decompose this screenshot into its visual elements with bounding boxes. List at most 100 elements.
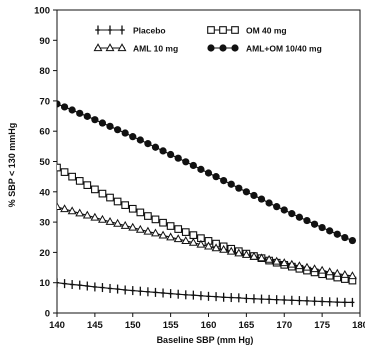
data-point-circle (151, 143, 160, 151)
y-axis-title: % SBP < 130 mmHg (7, 123, 17, 208)
legend-item-aml-om-10-40-mg: AML+OM 10/40 mg (207, 44, 322, 54)
x-tick-label: 150 (125, 320, 141, 331)
data-point-triangle (120, 220, 130, 229)
data-point-triangle (181, 236, 191, 244)
data-point-circle (76, 109, 84, 117)
data-point-triangle (302, 262, 312, 271)
data-point-circle (189, 161, 197, 170)
data-point-square (151, 215, 160, 224)
x-tick-label: 180 (352, 320, 365, 331)
y-tick-label: 30 (39, 218, 50, 229)
legend-label: AML 10 mg (133, 44, 178, 54)
data-point-triangle (340, 270, 350, 278)
data-point-circle (250, 191, 258, 200)
data-point-triangle (249, 251, 259, 260)
series-layer (57, 100, 357, 307)
data-point-circle (326, 227, 334, 235)
data-point-circle (91, 116, 99, 124)
data-point-circle (235, 184, 243, 192)
data-point-circle (242, 188, 250, 196)
data-point-square (219, 26, 227, 34)
data-point-square (159, 218, 167, 227)
data-point-circle (167, 150, 175, 159)
data-point-triangle (211, 243, 221, 252)
data-point-circle (212, 173, 220, 181)
data-point-triangle (226, 246, 236, 255)
data-point-triangle (188, 237, 198, 246)
data-point-circle (197, 165, 205, 173)
legend-label: AML+OM 10/40 mg (246, 44, 322, 54)
y-tick-label: 50 (39, 157, 50, 168)
data-point-square (106, 193, 114, 202)
x-tick-label: 155 (163, 320, 180, 331)
data-point-circle (265, 199, 273, 207)
data-point-square (68, 172, 76, 181)
data-point-triangle (317, 265, 327, 274)
data-point-triangle (67, 206, 77, 215)
data-point-circle (57, 100, 61, 108)
data-point-triangle (204, 241, 213, 250)
axes: 0 10 20 30 40 50 60 70 80 90 100 140 145 150 155 160 165… (34, 6, 365, 332)
data-point-triangle (272, 256, 282, 265)
series-line (57, 206, 353, 277)
legend-label: OM 40 mg (246, 26, 287, 36)
data-point-triangle (264, 254, 274, 263)
data-point-circle (207, 44, 215, 52)
data-point-circle (106, 122, 114, 130)
data-point-triangle (279, 258, 289, 267)
series-aml-om-10-40-mg (57, 100, 357, 245)
data-point-square (113, 197, 122, 206)
data-point-square (174, 225, 183, 233)
series-om-40-mg (57, 163, 357, 285)
x-tick-label: 160 (201, 320, 217, 331)
data-point-triangle (287, 259, 297, 268)
legend-label: Placebo (133, 26, 166, 36)
x-tick-label: 140 (49, 320, 65, 331)
data-point-triangle (128, 222, 138, 231)
data-point-square (189, 231, 198, 239)
data-point-square (144, 212, 152, 220)
data-point-circle (174, 154, 182, 162)
data-point-square (207, 26, 215, 34)
x-tick-label: 145 (87, 320, 104, 331)
data-point-circle (121, 129, 129, 137)
data-point-square (57, 163, 61, 172)
legend-item-placebo: Placebo (95, 25, 166, 36)
data-point-circle (182, 158, 190, 166)
data-point-triangle (97, 214, 107, 223)
x-tick-label: 170 (276, 320, 292, 331)
data-point-circle (129, 133, 137, 141)
y-tick-label: 90 (39, 36, 50, 47)
data-point-circle (136, 136, 144, 144)
data-point-square (91, 185, 99, 194)
data-point-triangle (90, 212, 100, 221)
series-placebo (57, 278, 355, 307)
data-point-circle (144, 140, 152, 148)
data-point-triangle (117, 43, 127, 52)
data-point-triangle (93, 43, 103, 52)
data-point-triangle (135, 224, 145, 233)
data-point-circle (333, 230, 341, 238)
data-point-triangle (196, 239, 206, 248)
data-point-square (121, 201, 130, 209)
data-point-triangle (105, 216, 115, 225)
y-tick-label: 20 (39, 248, 50, 259)
data-point-circle (98, 119, 107, 127)
data-point-circle (60, 103, 69, 111)
x-tick-label: 175 (314, 320, 331, 331)
data-point-circle (341, 233, 349, 242)
x-axis-title: Baseline SBP (mm Hg) (157, 335, 254, 345)
data-point-circle (288, 210, 296, 218)
data-point-triangle (332, 268, 342, 277)
data-point-triangle (105, 43, 115, 52)
data-point-circle (280, 206, 288, 214)
data-point-circle (220, 176, 228, 185)
data-point-triangle (347, 271, 357, 280)
data-point-circle (318, 223, 326, 232)
data-point-circle (159, 147, 167, 155)
data-point-triangle (310, 264, 320, 273)
data-point-circle (310, 220, 319, 228)
data-point-square (75, 177, 84, 185)
series-line (57, 167, 353, 282)
